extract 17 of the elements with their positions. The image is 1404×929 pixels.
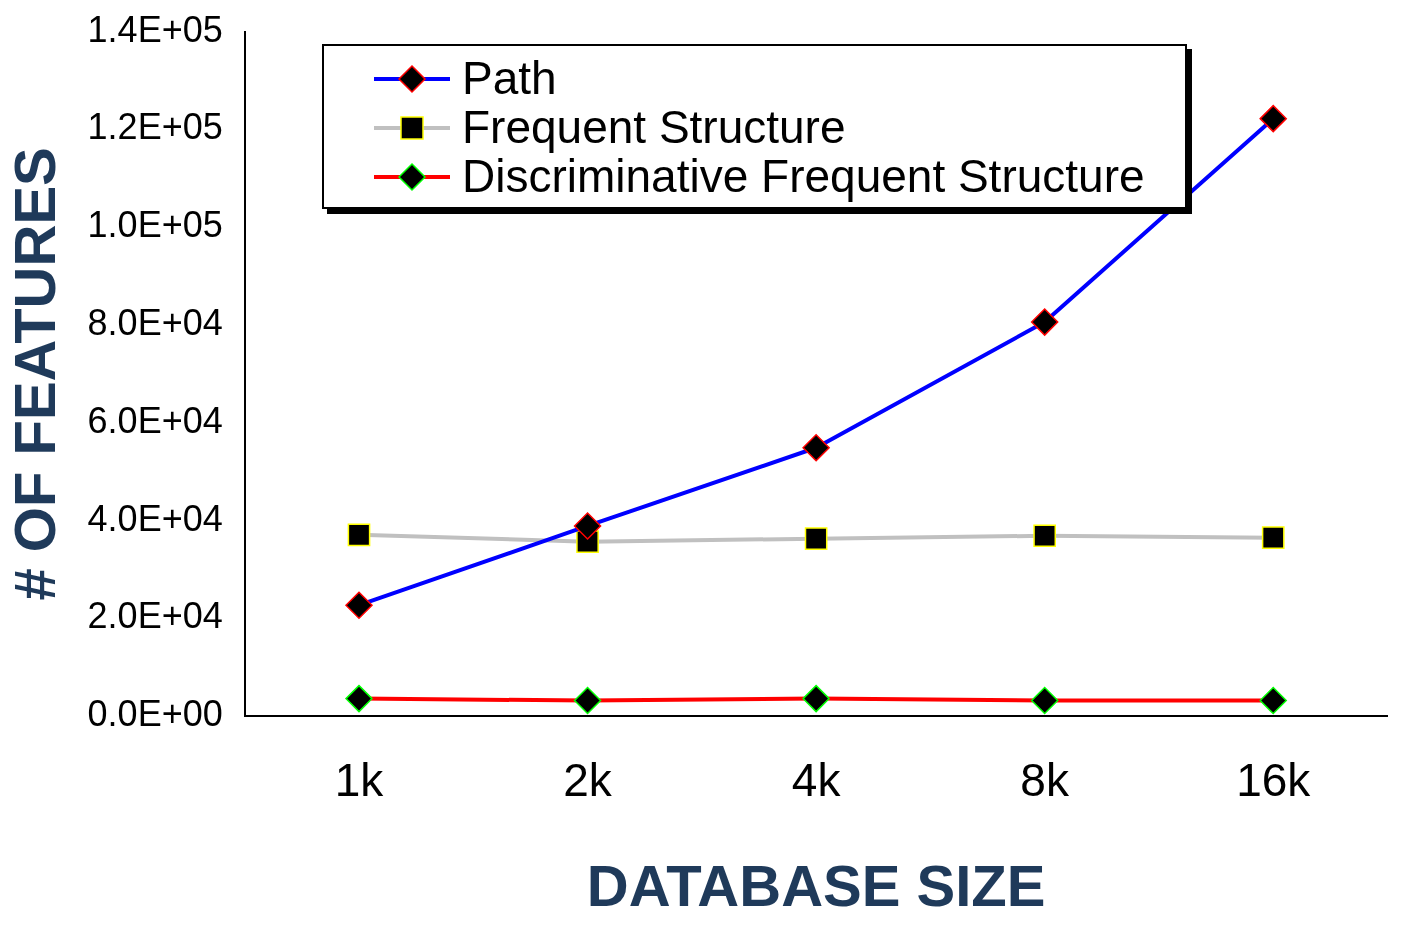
- legend-label: Frequent Structure: [462, 101, 846, 153]
- x-tick-label: 2k: [563, 754, 613, 807]
- x-tick-label: 4k: [791, 754, 842, 807]
- y-tick-label: 1.2E+05: [87, 106, 223, 148]
- y-axis-title: # OF FEATURES: [1, 147, 67, 601]
- x-tick-label: 1k: [334, 754, 385, 807]
- y-tick-label: 6.0E+04: [87, 399, 223, 441]
- x-tick-label: 16k: [1236, 754, 1312, 807]
- y-tick-label: 0.0E+00: [87, 693, 223, 735]
- y-tick-label: 1.0E+05: [87, 204, 223, 246]
- y-tick-label: 2.0E+04: [87, 595, 223, 637]
- y-tick-label: 1.4E+05: [87, 8, 223, 50]
- y-tick-label: 4.0E+04: [87, 497, 223, 539]
- x-axis-title: DATABASE SIZE: [586, 853, 1046, 919]
- y-tick-label: 8.0E+04: [87, 301, 223, 343]
- x-tick-label: 8k: [1020, 754, 1070, 807]
- legend-label: Path: [462, 52, 557, 104]
